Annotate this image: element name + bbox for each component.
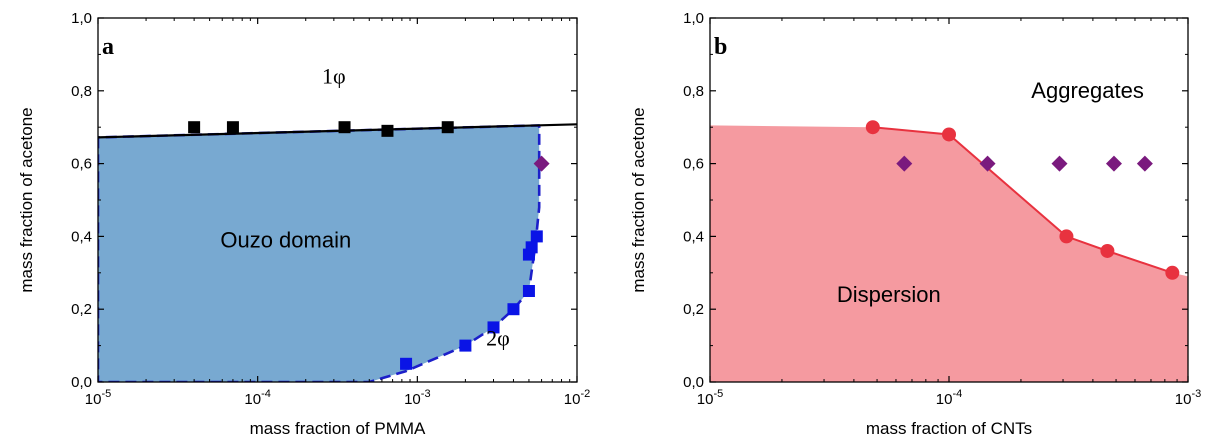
panel-a: 0,0 0,2 0,4 0,6 0,8 1,0 10-5 10-4 10-3 10-2 mass f… — [17, 10, 590, 438]
square-marker — [400, 357, 413, 370]
square-marker — [338, 121, 351, 134]
panel-label: b — [714, 34, 727, 60]
y-tick-label: 0,0 — [71, 374, 92, 391]
y-axis-title: mass fraction of acetone — [629, 107, 648, 292]
square-marker — [381, 124, 394, 137]
y-axis-title: mass fraction of acetone — [17, 107, 36, 292]
y-tick-label: 0,2 — [71, 301, 92, 318]
diamond-marker — [1136, 155, 1153, 172]
circle-marker — [1100, 243, 1115, 258]
y-tick-label: 0,8 — [683, 83, 704, 100]
phase-annotation: 1φ — [322, 64, 346, 89]
circle-marker — [1165, 265, 1180, 280]
region-boundary-dashed — [98, 124, 541, 382]
square-marker — [530, 230, 543, 243]
y-tick-label: 0,6 — [683, 156, 704, 173]
region-annotation: Ouzo domain — [220, 227, 351, 252]
x-tick-label: 10-4 — [936, 388, 962, 408]
diamond-marker — [979, 155, 996, 172]
y-tick-label: 0,6 — [71, 156, 92, 173]
plot-area — [98, 123, 577, 382]
x-tick-label: 10-3 — [1175, 388, 1201, 408]
y-tick-label: 1,0 — [683, 10, 704, 27]
x-tick-label: 10-3 — [404, 388, 430, 408]
x-axis-title: mass fraction of PMMA — [250, 419, 426, 438]
shaded-region — [710, 125, 1188, 382]
square-marker — [487, 321, 500, 334]
region-annotation: Aggregates — [1031, 78, 1144, 103]
panel-label: a — [102, 34, 114, 60]
x-tick-label: 10-2 — [564, 388, 590, 408]
square-marker — [226, 121, 239, 134]
square-marker — [507, 303, 520, 316]
y-tick-label: 0,0 — [683, 374, 704, 391]
x-tick-label: 10-4 — [244, 388, 270, 408]
circle-marker — [1059, 229, 1074, 244]
square-marker — [525, 241, 538, 254]
diamond-marker — [533, 155, 550, 172]
diamond-marker — [1105, 155, 1122, 172]
square-marker — [441, 121, 454, 134]
circle-marker — [865, 120, 880, 135]
panel-b: 0,0 0,2 0,4 0,6 0,8 1,0 10-5 10-4 10-3 mass fract… — [629, 10, 1201, 438]
y-tick-label: 1,0 — [71, 10, 92, 27]
y-tick-label: 0,4 — [683, 228, 704, 245]
diamond-marker — [1051, 155, 1068, 172]
diamond-marker — [896, 155, 913, 172]
x-tick-label: 10-5 — [85, 388, 111, 408]
square-marker — [459, 339, 472, 352]
phase-boundary-line — [98, 123, 577, 139]
x-axis-title: mass fraction of CNTs — [866, 419, 1032, 438]
square-marker — [188, 121, 201, 134]
y-tick-label: 0,8 — [71, 83, 92, 100]
phase-annotation: 2φ — [486, 326, 510, 351]
y-tick-label: 0,4 — [71, 228, 92, 245]
x-tick-label: 10-5 — [697, 388, 723, 408]
y-tick-label: 0,2 — [683, 301, 704, 318]
square-marker — [522, 285, 535, 297]
region-annotation: Dispersion — [837, 282, 941, 307]
circle-marker — [942, 127, 956, 142]
shaded-region — [98, 125, 540, 382]
